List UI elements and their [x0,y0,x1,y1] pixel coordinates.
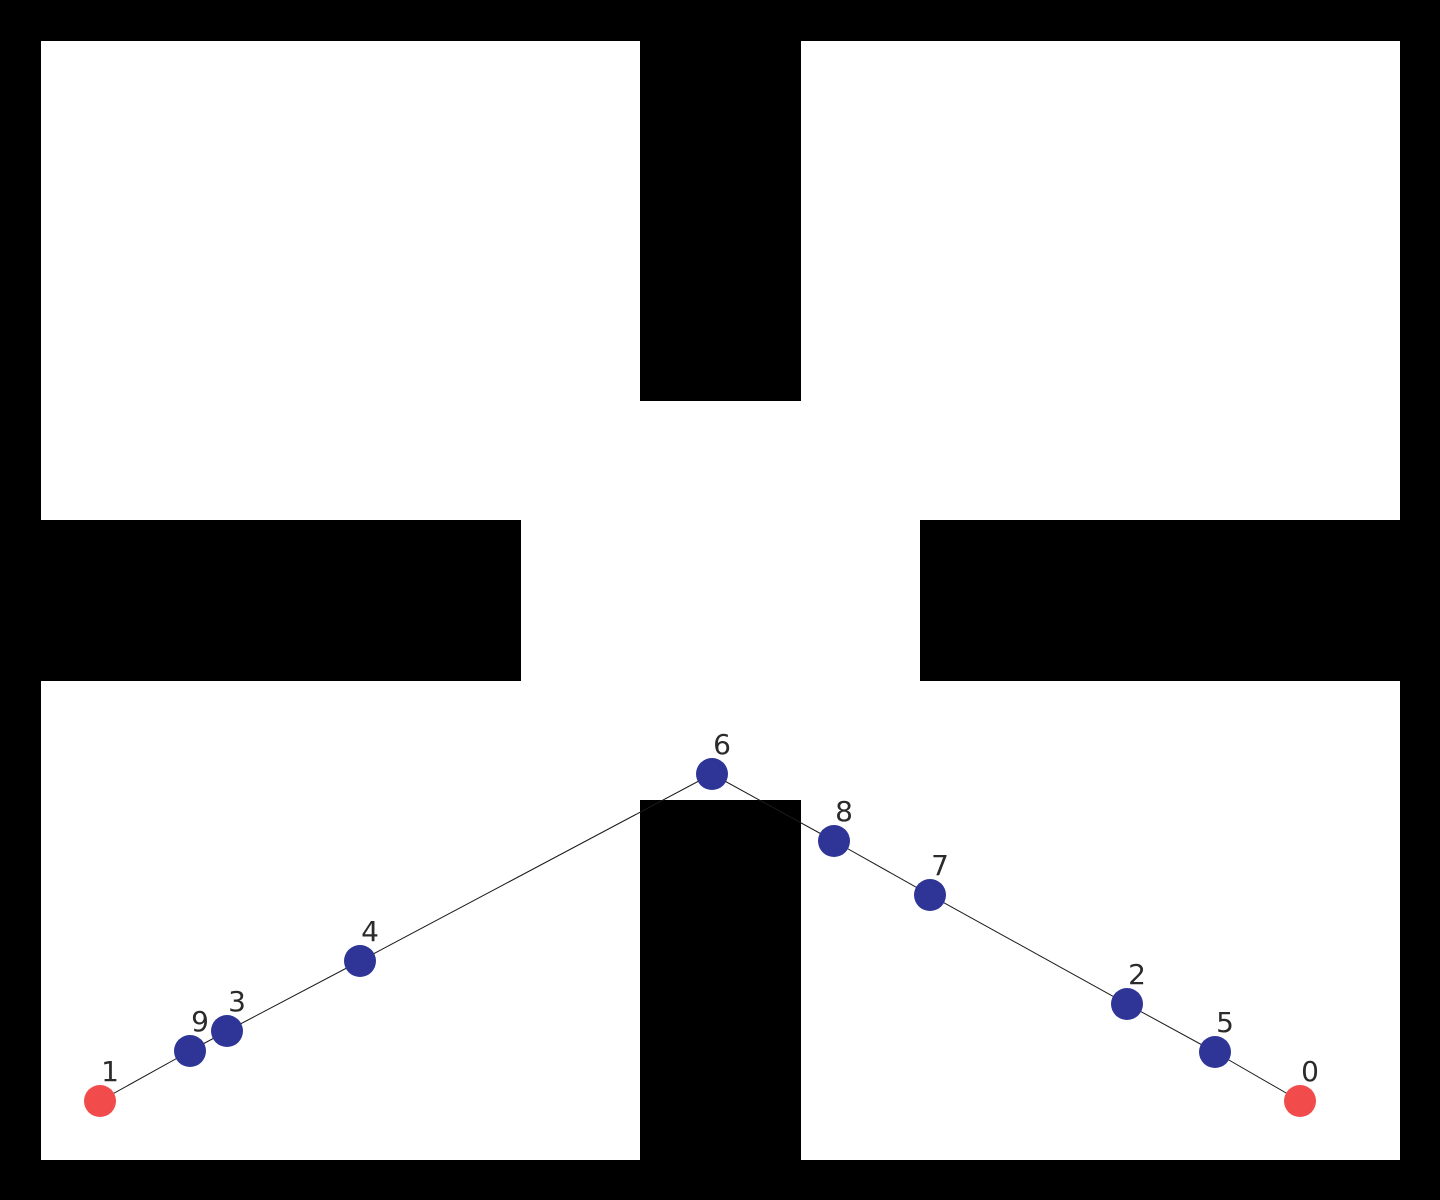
edge-5-2 [1126,1003,1216,1053]
node-label-5: 5 [1216,1006,1234,1039]
node-label-8: 8 [835,795,853,828]
node-label-3: 3 [228,985,246,1018]
node-marker-0 [1284,1085,1316,1117]
node-1: 1 [84,1055,119,1117]
edge-8-6 [711,773,835,842]
node-label-2: 2 [1128,958,1146,991]
node-6: 6 [696,728,731,790]
edge-2-7 [929,894,1128,1005]
node-0: 0 [1284,1055,1319,1117]
corridor-top [640,401,801,520]
room-top-left [41,41,640,520]
node-marker-5 [1199,1036,1231,1068]
edge-6-4 [359,773,713,962]
path-nodes: 0 1 2 3 4 5 6 7 8 9 [84,728,1319,1117]
node-label-6: 6 [713,728,731,761]
node-marker-6 [696,758,728,790]
room-top-right [801,41,1400,520]
node-marker-2 [1111,988,1143,1020]
node-marker-9 [174,1035,206,1067]
node-label-9: 9 [191,1005,209,1038]
room-bottom-right [801,681,1400,1160]
edge-0-5 [1214,1051,1301,1102]
node-label-0: 0 [1301,1055,1319,1088]
node-3: 3 [211,985,246,1047]
node-marker-1 [84,1085,116,1117]
edge-9-1 [99,1050,191,1102]
node-marker-4 [344,945,376,977]
node-2: 2 [1111,958,1146,1020]
node-label-4: 4 [361,915,379,948]
edge-7-8 [833,840,931,896]
node-4: 4 [344,915,379,977]
node-marker-7 [914,879,946,911]
node-5: 5 [1199,1006,1234,1068]
node-marker-8 [818,825,850,857]
node-label-7: 7 [931,849,949,882]
node-8: 8 [818,795,853,857]
corridor-center [521,520,920,681]
edge-4-3 [226,960,361,1032]
node-9: 9 [174,1005,209,1067]
free-space-layer [41,41,1400,1160]
node-label-1: 1 [101,1055,119,1088]
room-bottom-left [41,681,640,1160]
node-marker-3 [211,1015,243,1047]
node-7: 7 [914,849,949,911]
